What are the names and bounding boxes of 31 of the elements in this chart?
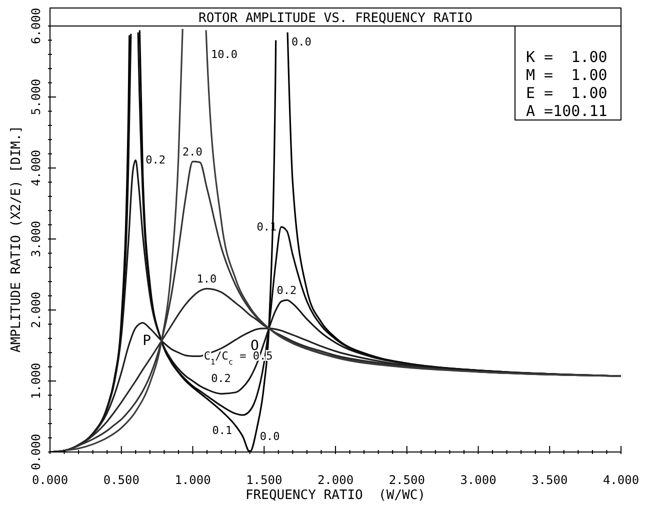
x-tick-label: 3.500 (532, 473, 568, 487)
annotation: 0.2 (276, 284, 297, 298)
annotation: P (142, 333, 152, 350)
annotation: K = 1.00 (526, 48, 608, 66)
y-tick-label: 3.000 (29, 220, 43, 258)
annotation: 10.0 (211, 48, 238, 61)
y-tick-label: 4.000 (29, 150, 43, 186)
y-tick-label: 5.000 (29, 78, 43, 116)
x-tick-label: 4.000 (602, 473, 640, 487)
annotation: 1.0 (196, 272, 217, 286)
y-tick-label: 6.000 (29, 8, 43, 44)
x-axis-title: FREQUENCY RATIO (W/WC) (245, 488, 426, 503)
x-tick-label: 2.000 (317, 473, 354, 487)
x-tick-label: 3.000 (460, 473, 496, 487)
x-tick-label: 2.500 (388, 473, 425, 487)
y-tick-label: 1.000 (29, 362, 43, 400)
x-tick-label: 1.000 (174, 473, 211, 487)
y-tick-label: 2.000 (29, 292, 43, 328)
chart-title: ROTOR AMPLITUDE VS. FREQUENCY RATIO (198, 11, 473, 26)
y-axis-title: AMPLITUDE RATIO (X2/E) [DIM.] (9, 126, 24, 352)
annotation: E = 1.00 (526, 84, 608, 102)
x-tick-label: 1.500 (246, 473, 282, 487)
annotation: 0.0 (260, 430, 280, 444)
annotation: M = 1.00 (526, 66, 608, 84)
annotation: 0.1 (212, 424, 232, 438)
annotation: A =100.11 (526, 102, 608, 120)
annotation: 0.2 (146, 154, 166, 167)
annotation: 0.0 (292, 35, 312, 48)
annotation: 0.2 (211, 372, 231, 385)
annotation: 2.0 (182, 146, 202, 159)
x-tick-label: 0.500 (103, 473, 140, 487)
